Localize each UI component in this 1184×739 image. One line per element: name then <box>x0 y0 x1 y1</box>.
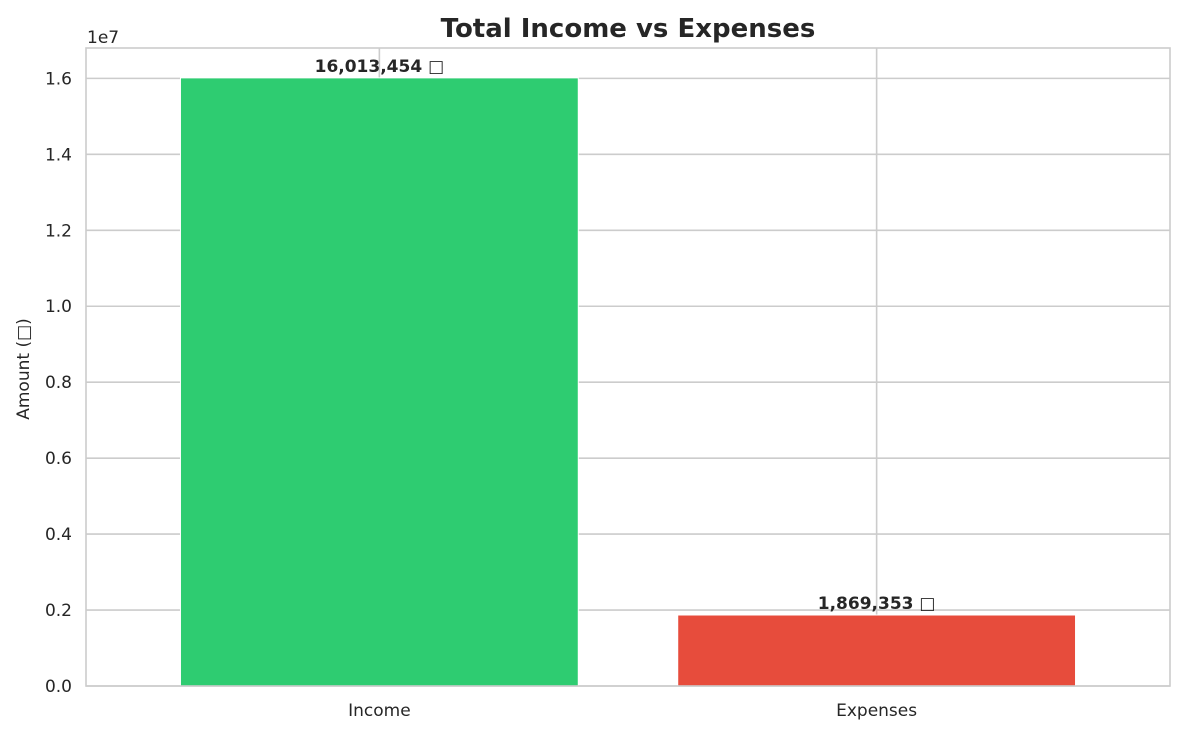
bar-income <box>179 77 579 687</box>
y-axis-label: Amount (□) <box>14 318 34 420</box>
bar-expenses <box>677 614 1077 687</box>
y-tick-label: 1.4 <box>45 145 72 165</box>
y-tick-label: 0.6 <box>45 449 72 469</box>
y-tick-label: 0.0 <box>45 677 72 697</box>
y-tick-label: 0.8 <box>45 373 72 393</box>
plot-frame <box>85 47 1171 687</box>
bar-value-label: 1,869,353 □ <box>818 594 936 614</box>
x-tick-label: Income <box>348 701 411 721</box>
chart-title: Total Income vs Expenses <box>441 14 816 44</box>
y-tick-label: 0.2 <box>45 601 72 621</box>
y-tick-label: 0.4 <box>45 525 72 545</box>
ticks: 0.0 0.2 0.4 0.6 0.8 1.0 1.2 1.4 1.6 Income Expense… <box>45 69 917 721</box>
y-tick-label: 1.6 <box>45 69 72 89</box>
data-labels: 16,013,454 □ 1,869,353 □ <box>315 57 936 614</box>
bars <box>179 77 1077 687</box>
y-axis-offset-text: 1e7 <box>87 28 119 48</box>
x-tick-label: Expenses <box>836 701 917 721</box>
bar-value-label: 16,013,454 □ <box>315 57 445 77</box>
y-tick-label: 1.0 <box>45 297 72 317</box>
y-tick-label: 1.2 <box>45 221 72 241</box>
